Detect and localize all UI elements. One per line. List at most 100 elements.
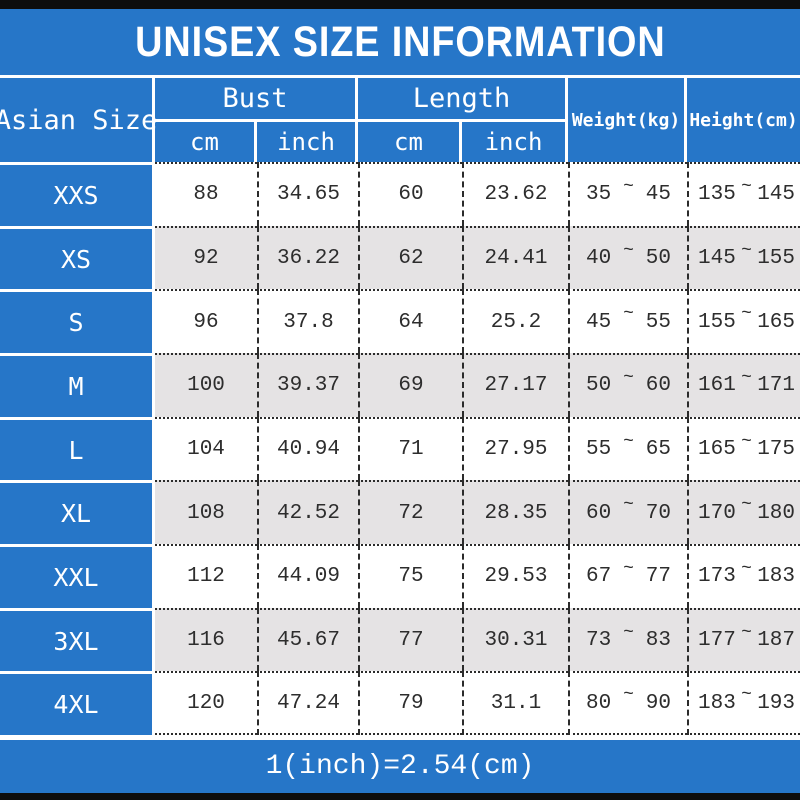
size-cell: XL — [0, 480, 155, 545]
weight-range-cell: 73 ~83 — [568, 607, 687, 672]
tilde-symbol: ~ — [623, 176, 634, 197]
table-row: XL 108 42.52 72 28.35 60 ~70 170 ~180 — [0, 480, 800, 545]
bust-inch-cell: 34.65 — [257, 162, 358, 226]
length-inch-cell: 31.1 — [462, 671, 568, 736]
height-range-cell-min: 170 — [698, 501, 736, 525]
length-cm-cell: 79 — [358, 671, 462, 736]
bust-cm-cell: 116 — [155, 607, 257, 672]
weight-range-cell-max: 45 — [645, 183, 671, 207]
height-range-cell-max: 180 — [757, 501, 795, 525]
length-cm-cell: 64 — [358, 289, 462, 354]
size-cell: S — [0, 289, 155, 354]
tilde-symbol: ~ — [741, 622, 752, 643]
bust-cm-cell: 96 — [155, 289, 257, 354]
header-bust-cm: cm — [155, 122, 257, 162]
height-range-cell-max: 171 — [757, 374, 795, 398]
table-row: XXL 112 44.09 75 29.53 67 ~77 173 ~183 — [0, 544, 800, 608]
weight-range-cell-min: 67 — [586, 565, 612, 589]
tilde-symbol: ~ — [741, 176, 752, 197]
table-body: XXS 88 34.65 60 23.62 35 ~45 135 ~145 XS 92 36.22 62… — [0, 162, 800, 736]
bust-inch-cell: 42.52 — [257, 480, 358, 545]
weight-range-cell: 45 ~55 — [568, 289, 687, 354]
weight-range-cell-max: 70 — [645, 501, 671, 525]
height-range-cell: 183 ~193 — [687, 671, 800, 736]
tilde-symbol: ~ — [623, 367, 634, 388]
weight-range-cell-min: 55 — [586, 438, 612, 462]
weight-range-cell-max: 77 — [645, 565, 671, 589]
bust-cm-cell: 104 — [155, 416, 257, 481]
table-row: XS 92 36.22 62 24.41 40 ~50 145 ~155 — [0, 225, 800, 290]
height-range-cell: 145 ~155 — [687, 225, 800, 290]
height-range-cell-max: 155 — [757, 247, 795, 270]
height-range-cell: 170 ~180 — [687, 480, 800, 545]
tilde-symbol: ~ — [741, 367, 752, 388]
top-black-bar — [0, 0, 800, 9]
header-weight: Weight(kg) — [568, 78, 687, 162]
length-inch-cell: 29.53 — [462, 544, 568, 608]
height-range-cell-max: 145 — [757, 183, 795, 207]
height-range-cell-min: 161 — [698, 374, 736, 398]
length-cm-cell: 60 — [358, 162, 462, 226]
weight-range-cell-min: 40 — [586, 247, 612, 270]
weight-range-cell: 35 ~45 — [568, 162, 687, 226]
table-row: L 104 40.94 71 27.95 55 ~65 165 ~175 — [0, 416, 800, 481]
header-bust-inch: inch — [257, 122, 358, 162]
weight-range-cell-min: 80 — [586, 691, 612, 715]
length-cm-cell: 71 — [358, 416, 462, 481]
table-row: 3XL 116 45.67 77 30.31 73 ~83 177 ~187 — [0, 607, 800, 672]
weight-range-cell: 50 ~60 — [568, 353, 687, 417]
header-length-inch: inch — [462, 122, 568, 162]
height-range-cell: 161 ~171 — [687, 353, 800, 417]
table-row: 4XL 120 47.24 79 31.1 80 ~90 183 ~193 — [0, 671, 800, 736]
length-inch-cell: 27.17 — [462, 353, 568, 417]
tilde-symbol: ~ — [741, 304, 752, 325]
tilde-symbol: ~ — [741, 685, 752, 706]
header-length-cm: cm — [358, 122, 462, 162]
length-cm-cell: 77 — [358, 607, 462, 672]
table-row: S 96 37.8 64 25.2 45 ~55 155 ~165 — [0, 289, 800, 354]
weight-range-cell-max: 55 — [645, 310, 671, 334]
bottom-black-bar — [0, 793, 800, 800]
weight-range-cell-min: 73 — [586, 629, 612, 653]
weight-range-cell-min: 45 — [586, 310, 612, 334]
bust-cm-cell: 112 — [155, 544, 257, 608]
height-range-cell-min: 165 — [698, 438, 736, 462]
weight-range-cell: 40 ~50 — [568, 225, 687, 290]
footer-separator — [0, 735, 800, 740]
bust-cm-cell: 88 — [155, 162, 257, 226]
weight-range-cell-max: 50 — [645, 247, 671, 270]
header-asian-size: Asian Size — [0, 78, 157, 162]
height-range-cell: 173 ~183 — [687, 544, 800, 608]
height-range-cell-max: 175 — [757, 438, 795, 462]
length-inch-cell: 27.95 — [462, 416, 568, 481]
height-range-cell: 165 ~175 — [687, 416, 800, 481]
bust-cm-cell: 120 — [155, 671, 257, 736]
table-header: Asian Size Bust Length Weight(kg) Height… — [0, 75, 800, 162]
length-cm-cell: 75 — [358, 544, 462, 608]
height-range-cell-max: 187 — [757, 629, 795, 653]
length-inch-cell: 30.31 — [462, 607, 568, 672]
tilde-symbol: ~ — [623, 558, 634, 579]
height-range-cell-min: 155 — [698, 310, 736, 334]
tilde-symbol: ~ — [623, 431, 634, 452]
table-row: M 100 39.37 69 27.17 50 ~60 161 ~171 — [0, 353, 800, 417]
weight-range-cell-min: 50 — [586, 374, 612, 398]
weight-range-cell-max: 83 — [645, 629, 671, 653]
weight-range-cell: 80 ~90 — [568, 671, 687, 736]
size-cell: 3XL — [0, 607, 155, 672]
height-range-cell-min: 135 — [698, 183, 736, 207]
size-cell: XXL — [0, 544, 155, 608]
length-cm-cell: 72 — [358, 480, 462, 545]
size-cell: XXS — [0, 162, 155, 226]
height-range-cell-min: 183 — [698, 691, 736, 715]
weight-range-cell-max: 65 — [645, 438, 671, 462]
height-range-cell-max: 165 — [757, 310, 795, 334]
weight-range-cell: 60 ~70 — [568, 480, 687, 545]
weight-range-cell-min: 60 — [586, 501, 612, 525]
tilde-symbol: ~ — [623, 304, 634, 325]
footer-band: 1(inch)=2.54(cm) — [0, 740, 800, 793]
length-cm-cell: 62 — [358, 225, 462, 290]
tilde-symbol: ~ — [741, 240, 752, 261]
tilde-symbol: ~ — [741, 495, 752, 516]
